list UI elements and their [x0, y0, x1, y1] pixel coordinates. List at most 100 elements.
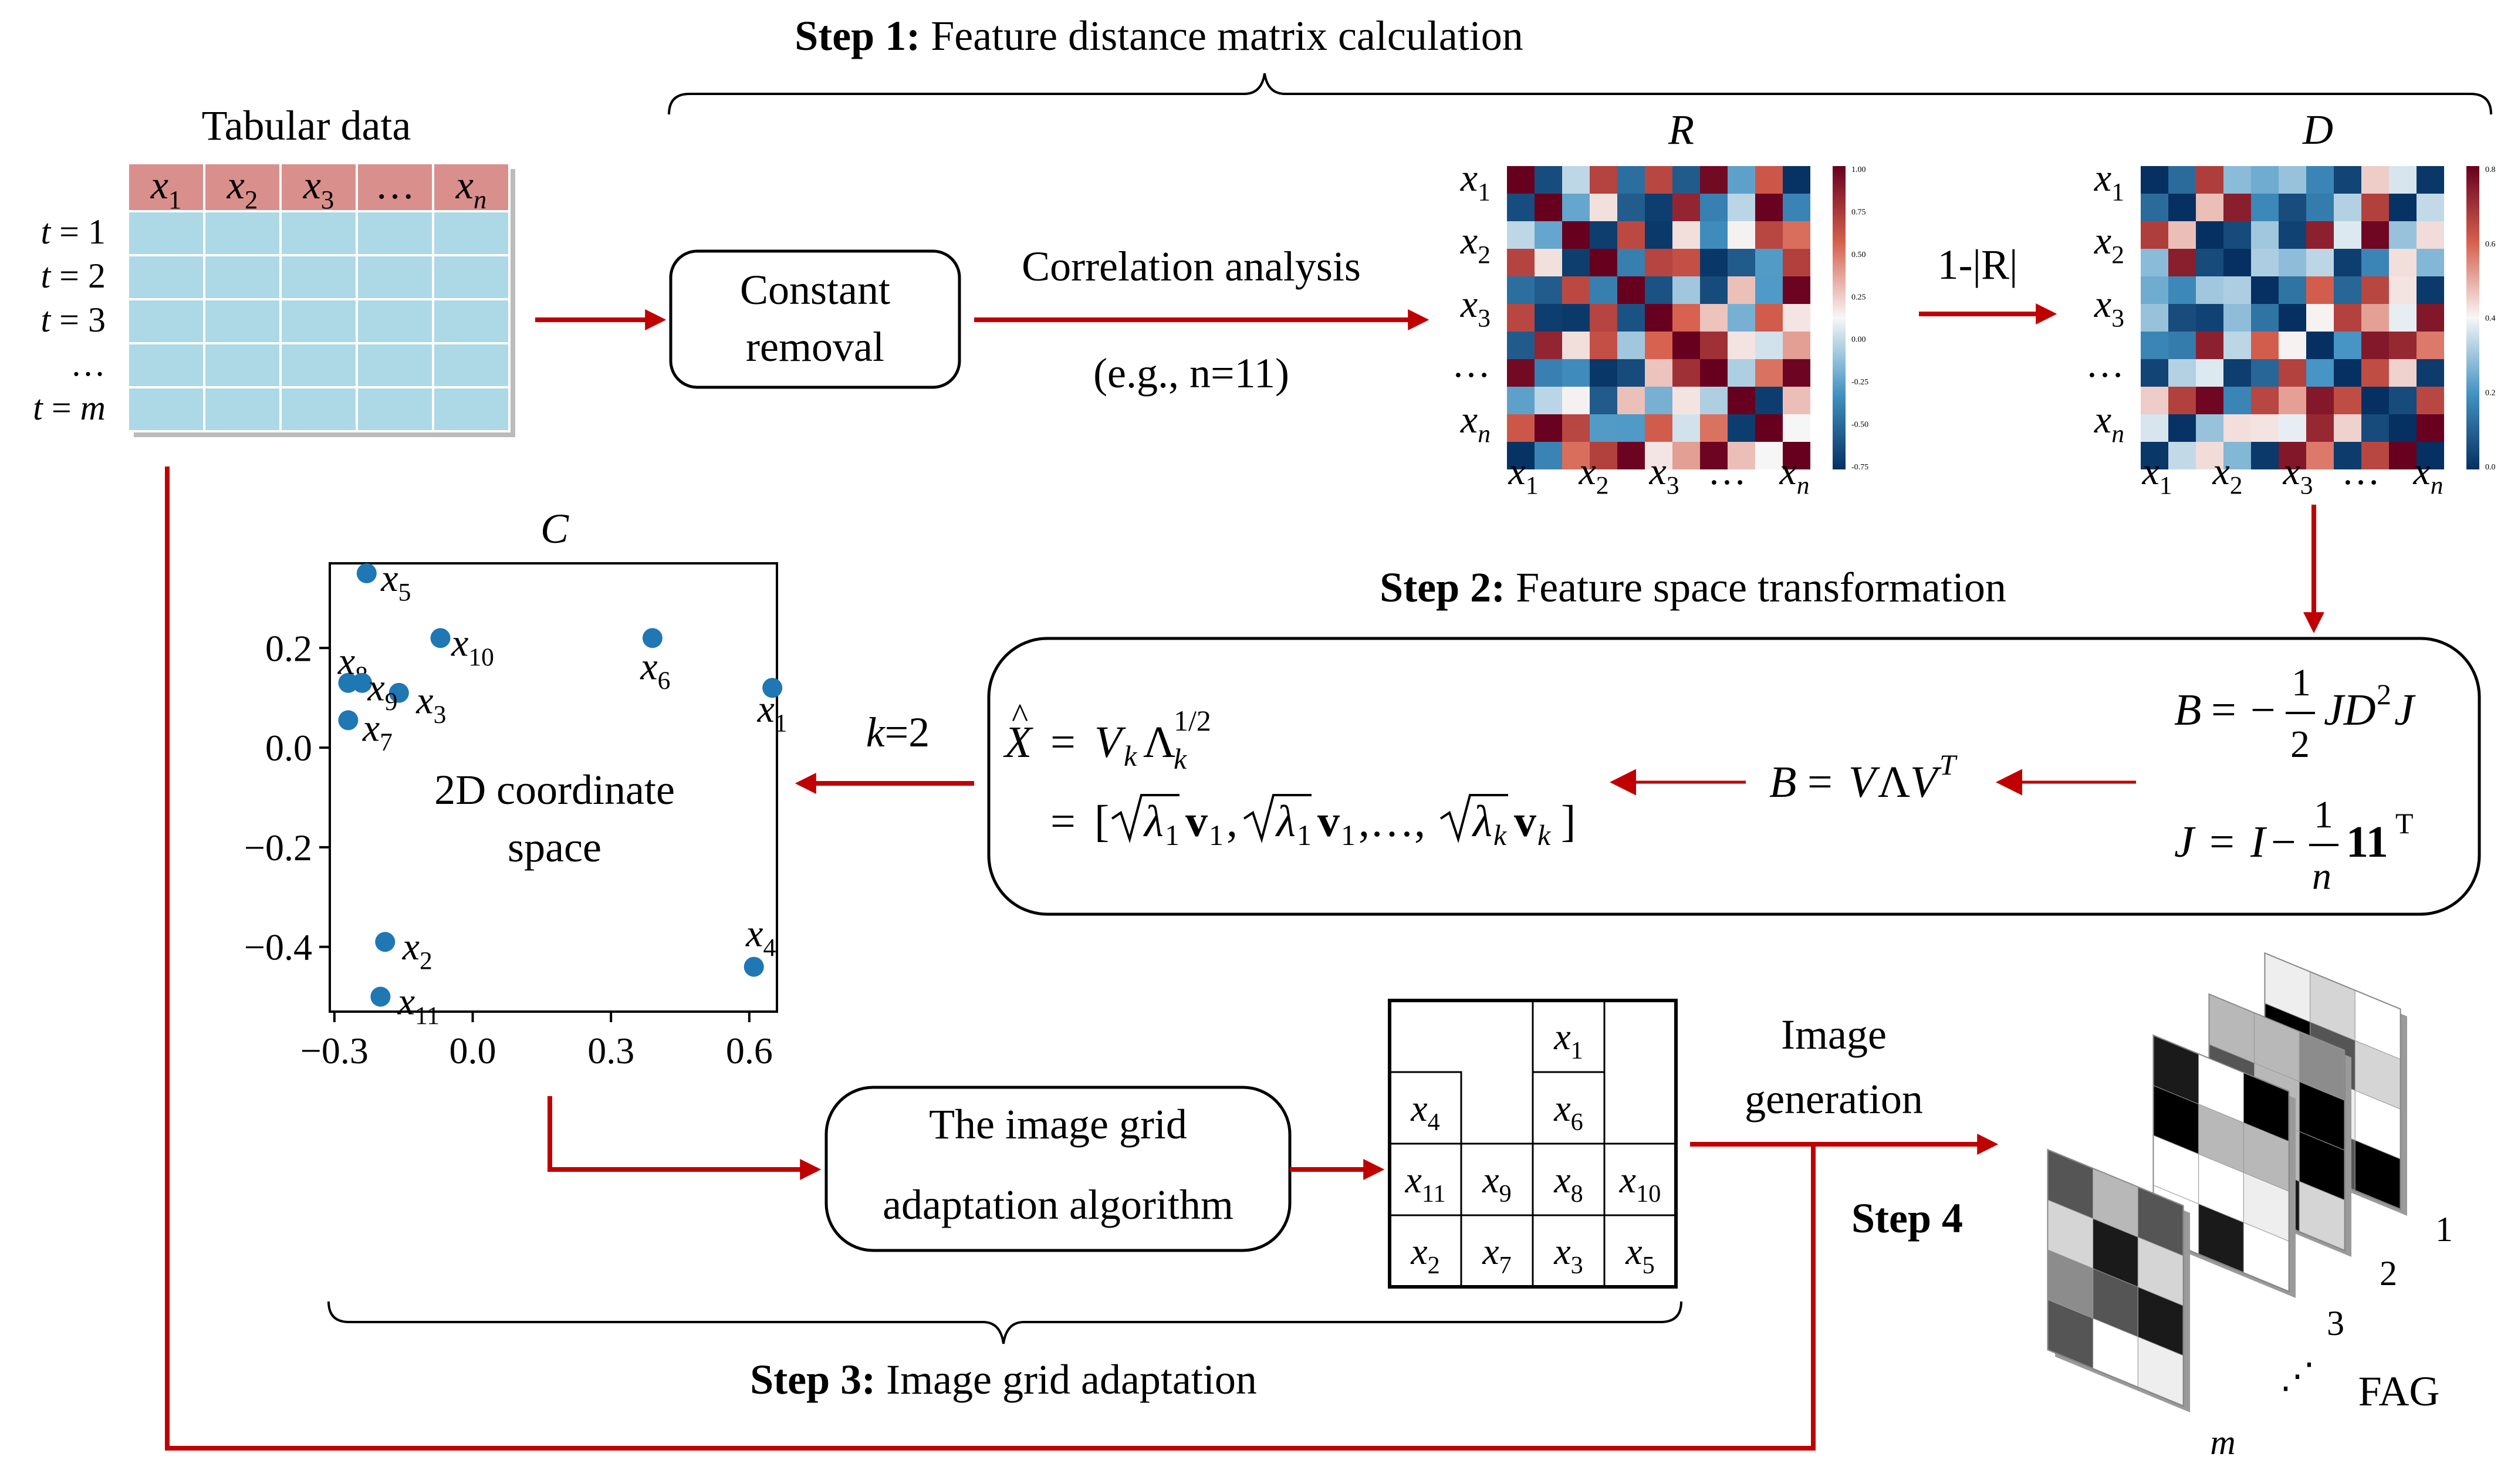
scatter-point-x4 — [744, 956, 764, 977]
heatmap-cell — [1728, 304, 1755, 332]
heatmap-cell — [1645, 221, 1672, 249]
heatmap-cell — [1590, 194, 1617, 221]
grid-cell-label-x1: x1 — [1553, 1016, 1583, 1064]
heatmap-cell — [1645, 166, 1672, 194]
table-cell — [356, 254, 434, 300]
table-cell — [203, 386, 282, 432]
table-cell — [127, 254, 205, 300]
heatmap-cell — [1617, 166, 1645, 194]
heatmap-cell — [1672, 276, 1700, 304]
svg-text:λ: λ — [1143, 797, 1164, 846]
heatmap-cell — [2223, 442, 2251, 469]
heatmap-cell — [2417, 414, 2444, 442]
heatmap-cell — [2141, 387, 2168, 414]
heatmap-cell — [2141, 442, 2168, 469]
heatmap-cell — [1672, 221, 1700, 249]
y-tick-label: −0.2 — [244, 827, 312, 868]
svg-text:λ: λ — [1472, 797, 1492, 846]
table-header-label: x3 — [303, 163, 334, 214]
heatmap-cell — [2306, 249, 2334, 276]
heatmap-cell — [2168, 221, 2196, 249]
fag-image-stack: 123 ⋰ m — [2047, 952, 2453, 1462]
heatmap-cell — [1590, 414, 1617, 442]
svg-text:k: k — [1124, 739, 1137, 772]
heatmap-cell — [2141, 359, 2168, 387]
heatmap-cell — [1783, 276, 1810, 304]
colorbar-tick: 0.4 — [2485, 315, 2496, 323]
heatmap-cell — [2417, 304, 2444, 332]
heatmap-cell — [2141, 166, 2168, 194]
grid-cell-label-x11: x11 — [1404, 1159, 1445, 1208]
scatter-point-x8 — [338, 672, 359, 693]
grid-cell-label-x2: x2 — [1410, 1231, 1440, 1279]
scatter-label-x1: x1 — [757, 688, 788, 738]
grid-cell-label-x4: x4 — [1410, 1087, 1440, 1136]
heatmap-cell — [1755, 332, 1783, 359]
matrix-d-title: D — [2302, 106, 2333, 153]
heatmap-cell — [2417, 359, 2444, 387]
heatmap-cell — [2223, 332, 2251, 359]
scatter-label-x7: x7 — [362, 706, 393, 756]
heatmap-cell — [1645, 249, 1672, 276]
table-header-cell — [432, 162, 511, 212]
heatmap-cell — [2389, 332, 2417, 359]
heatmap-cell — [1700, 359, 1728, 387]
arrow-table-bypass — [165, 467, 1816, 1451]
scatter-point-x1 — [762, 678, 783, 698]
heatmap-cell — [1507, 304, 1535, 332]
formula-b-eig: B = V Λ V T — [1769, 748, 1958, 807]
scatter-point-x5 — [356, 563, 377, 583]
table-header-label: x2 — [227, 163, 258, 214]
heatmap-cell — [1783, 249, 1810, 276]
colorbar-tick: -0.50 — [1851, 421, 1868, 430]
heatmap-cell — [1617, 221, 1645, 249]
heatmap-cell — [1535, 387, 1562, 414]
heatmap-cell — [1617, 304, 1645, 332]
constant-removal-line2: removal — [746, 323, 884, 370]
heatmap-cell — [1672, 194, 1700, 221]
svg-text:1/2: 1/2 — [1174, 704, 1211, 737]
heatmap-cell — [1507, 249, 1535, 276]
image-grid: x1 x4 x6 x11 x9 x8 x10 x2 x7 x3 x5 — [1388, 999, 1678, 1289]
heatmap-cell — [1755, 304, 1783, 332]
heatmap-cell — [1645, 304, 1672, 332]
heatmap-cell — [2306, 194, 2334, 221]
heatmap-cell — [2251, 304, 2279, 332]
matrix-col-label: … — [2341, 450, 2380, 493]
heatmap-cell — [1562, 304, 1590, 332]
svg-text:11: 11 — [2346, 817, 2388, 867]
svg-text:2: 2 — [2290, 723, 2310, 766]
heatmap-cell — [1507, 332, 1535, 359]
svg-text:V: V — [1094, 718, 1126, 767]
heatmap-cell — [2361, 359, 2389, 387]
fag-layer-label: 1 — [2435, 1210, 2453, 1249]
table-cell — [432, 342, 511, 388]
svg-text:v: v — [1317, 797, 1340, 846]
y-tick-label: 0.2 — [265, 627, 312, 669]
x-tick-label: −0.3 — [300, 1030, 369, 1071]
heatmap-cell — [2361, 194, 2389, 221]
heatmap-cell — [2223, 276, 2251, 304]
svg-text:B: B — [2174, 685, 2201, 735]
table-cell — [203, 254, 282, 300]
table-cell — [127, 342, 205, 388]
heatmap-cell — [1590, 359, 1617, 387]
svg-text:]: ] — [1561, 797, 1576, 846]
svg-text:n: n — [2312, 855, 2331, 898]
correlation-label: Correlation analysis — [1022, 243, 1361, 290]
heatmap-cell — [2389, 359, 2417, 387]
heatmap-cell — [2168, 276, 2196, 304]
table-row-label: t = 1 — [40, 212, 106, 251]
scatter-label-x3: x3 — [415, 680, 446, 729]
heatmap-cell — [1700, 304, 1728, 332]
heatmap-cell — [2196, 249, 2223, 276]
svg-text:V: V — [1910, 758, 1942, 807]
heatmap-cell — [1728, 249, 1755, 276]
scatter-point-x9 — [352, 672, 372, 693]
heatmap-cell — [2361, 442, 2389, 469]
colorbar — [1833, 166, 1846, 469]
matrix-col-label: xn — [1779, 450, 1809, 500]
svg-text:k: k — [1493, 819, 1507, 851]
heatmap-cell — [2168, 414, 2196, 442]
